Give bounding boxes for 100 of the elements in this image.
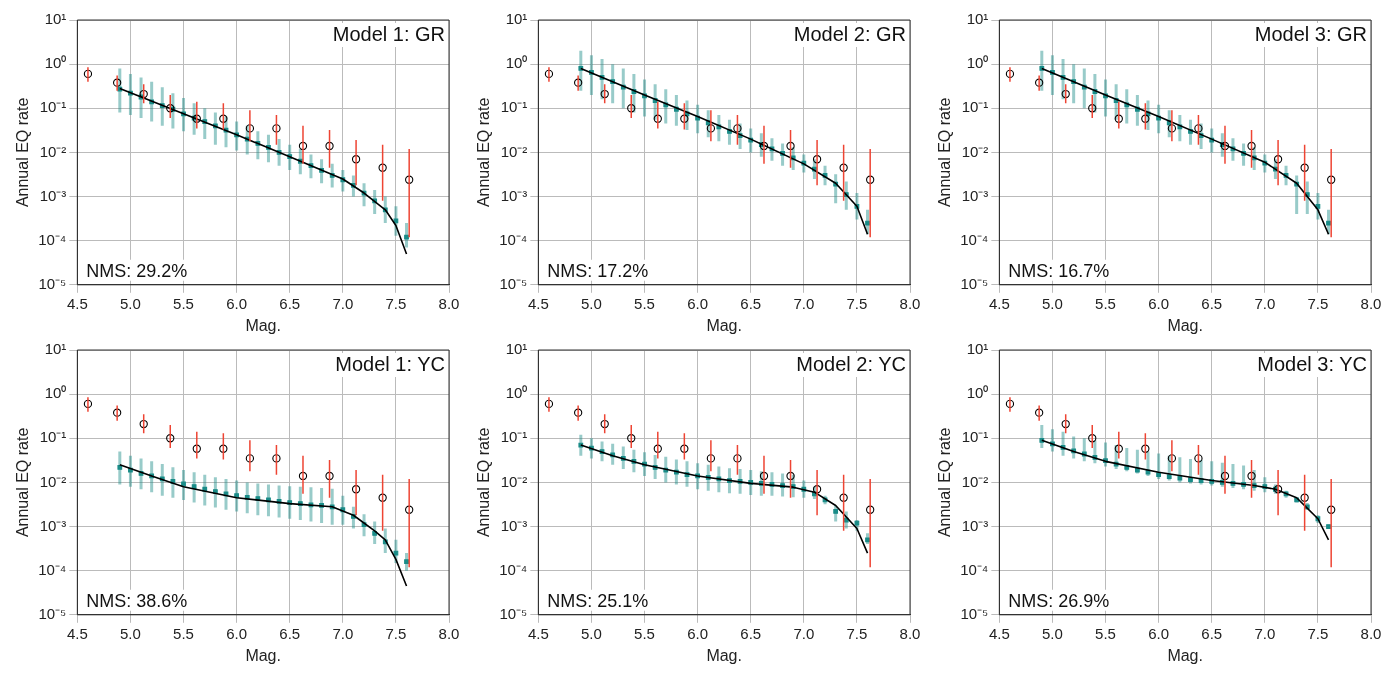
x-tick-label: 8.0	[899, 624, 921, 642]
x-tick-label: 6.0	[687, 294, 709, 312]
x-tick-label: 5.5	[1095, 294, 1116, 312]
x-tick-label: 7.5	[846, 624, 868, 642]
x-axis-title: Mag.	[706, 316, 742, 334]
y-tick-label: 10⁰	[966, 54, 989, 72]
x-tick-label: 8.0	[899, 294, 921, 312]
y-tick-label: 10⁰	[505, 384, 528, 402]
x-axis-title: Mag.	[245, 646, 281, 664]
x-tick-label: 5.0	[581, 294, 602, 312]
x-tick-label: 7.0	[793, 624, 815, 642]
y-tick-label: 10⁻⁴	[38, 230, 67, 248]
y-tick-label: 10¹	[966, 10, 989, 28]
y-axis-title: Annual EQ rate	[936, 427, 954, 538]
y-tick-label: 10⁻⁵	[499, 274, 528, 292]
y-tick-label: 10⁻²	[961, 472, 989, 490]
x-tick-label: 6.0	[226, 624, 248, 642]
chart-title: Model 2: YC	[796, 352, 906, 375]
x-tick-label: 6.5	[1201, 624, 1223, 642]
x-tick-label: 4.5	[66, 624, 88, 642]
y-tick-label: 10⁻⁵	[38, 274, 67, 292]
y-tick-label: 10⁻⁴	[38, 560, 67, 578]
x-tick-label: 5.5	[634, 624, 655, 642]
y-tick-label: 10⁻⁵	[38, 604, 67, 622]
x-tick-label: 6.5	[740, 294, 762, 312]
x-tick-label: 5.0	[581, 624, 602, 642]
x-tick-label: 7.5	[1307, 294, 1329, 312]
x-tick-label: 7.0	[332, 294, 354, 312]
y-tick-label: 10⁻⁴	[499, 560, 528, 578]
y-axis-title: Annual EQ rate	[475, 97, 493, 208]
y-axis-title: Annual EQ rate	[14, 97, 32, 208]
x-tick-label: 6.0	[1148, 624, 1170, 642]
x-tick-label: 6.5	[1201, 294, 1223, 312]
x-tick-label: 5.5	[1095, 624, 1116, 642]
y-tick-label: 10⁻²	[961, 142, 989, 160]
chart-title: Model 1: GR	[332, 22, 445, 45]
y-tick-label: 10¹	[505, 340, 528, 358]
x-tick-label: 7.5	[385, 294, 407, 312]
annotation: NMS: 29.2%	[86, 260, 188, 281]
y-tick-label: 10⁻³	[961, 186, 989, 204]
y-tick-label: 10⁻⁵	[960, 604, 989, 622]
x-tick-label: 5.0	[1042, 624, 1063, 642]
y-tick-label: 10⁻²	[39, 142, 67, 160]
y-tick-label: 10⁻²	[500, 472, 528, 490]
x-tick-label: 7.0	[1254, 294, 1276, 312]
x-tick-label: 5.5	[173, 624, 194, 642]
x-tick-label: 7.0	[332, 624, 354, 642]
x-tick-label: 4.5	[988, 624, 1010, 642]
y-tick-label: 10⁻¹	[39, 98, 67, 116]
y-tick-label: 10⁻¹	[39, 428, 67, 446]
annotation: NMS: 17.2%	[547, 260, 649, 281]
y-tick-label: 10⁻¹	[961, 428, 989, 446]
y-axis-title: Annual EQ rate	[14, 427, 32, 538]
x-tick-label: 6.5	[740, 624, 762, 642]
y-tick-label: 10⁻⁴	[960, 230, 989, 248]
x-tick-label: 8.0	[1360, 294, 1382, 312]
x-axis-title: Mag.	[1167, 316, 1203, 334]
x-tick-label: 6.0	[687, 624, 709, 642]
x-tick-label: 8.0	[1360, 624, 1382, 642]
x-tick-label: 6.0	[226, 294, 248, 312]
x-axis-title: Mag.	[1167, 646, 1203, 664]
y-axis-title: Annual EQ rate	[475, 427, 493, 538]
x-tick-label: 7.0	[793, 294, 815, 312]
chart-title: Model 1: YC	[335, 352, 445, 375]
x-tick-label: 6.0	[1148, 294, 1170, 312]
y-tick-label: 10⁻⁵	[499, 604, 528, 622]
x-tick-label: 4.5	[527, 624, 549, 642]
annotation: NMS: 26.9%	[1008, 590, 1110, 611]
y-tick-label: 10⁻³	[500, 186, 528, 204]
chart-title: Model 2: GR	[793, 22, 906, 45]
x-tick-label: 8.0	[438, 294, 460, 312]
x-tick-label: 4.5	[988, 294, 1010, 312]
x-tick-label: 5.5	[173, 294, 194, 312]
y-tick-label: 10¹	[966, 340, 989, 358]
x-axis-title: Mag.	[706, 646, 742, 664]
y-tick-label: 10⁻⁴	[499, 230, 528, 248]
y-tick-label: 10⁻³	[39, 186, 67, 204]
y-tick-label: 10⁻³	[500, 516, 528, 534]
y-tick-label: 10⁰	[44, 384, 67, 402]
y-tick-label: 10⁻¹	[500, 98, 528, 116]
y-tick-label: 10⁰	[44, 54, 67, 72]
x-tick-label: 4.5	[66, 294, 88, 312]
x-tick-label: 8.0	[438, 624, 460, 642]
y-tick-label: 10⁻³	[961, 516, 989, 534]
y-tick-label: 10⁻¹	[961, 98, 989, 116]
annotation: NMS: 16.7%	[1008, 260, 1110, 281]
y-tick-label: 10⁻³	[39, 516, 67, 534]
x-tick-label: 4.5	[527, 294, 549, 312]
x-tick-label: 5.5	[634, 294, 655, 312]
x-tick-label: 6.5	[279, 624, 301, 642]
y-tick-label: 10⁻²	[500, 142, 528, 160]
annotation: NMS: 25.1%	[547, 590, 649, 611]
chart-title: Model 3: YC	[1257, 352, 1367, 375]
y-tick-label: 10⁰	[505, 54, 528, 72]
x-tick-label: 5.0	[120, 294, 141, 312]
chart-title: Model 3: GR	[1254, 22, 1367, 45]
y-tick-label: 10¹	[44, 10, 67, 28]
y-tick-label: 10⁰	[966, 384, 989, 402]
x-tick-label: 5.0	[1042, 294, 1063, 312]
x-axis-title: Mag.	[245, 316, 281, 334]
